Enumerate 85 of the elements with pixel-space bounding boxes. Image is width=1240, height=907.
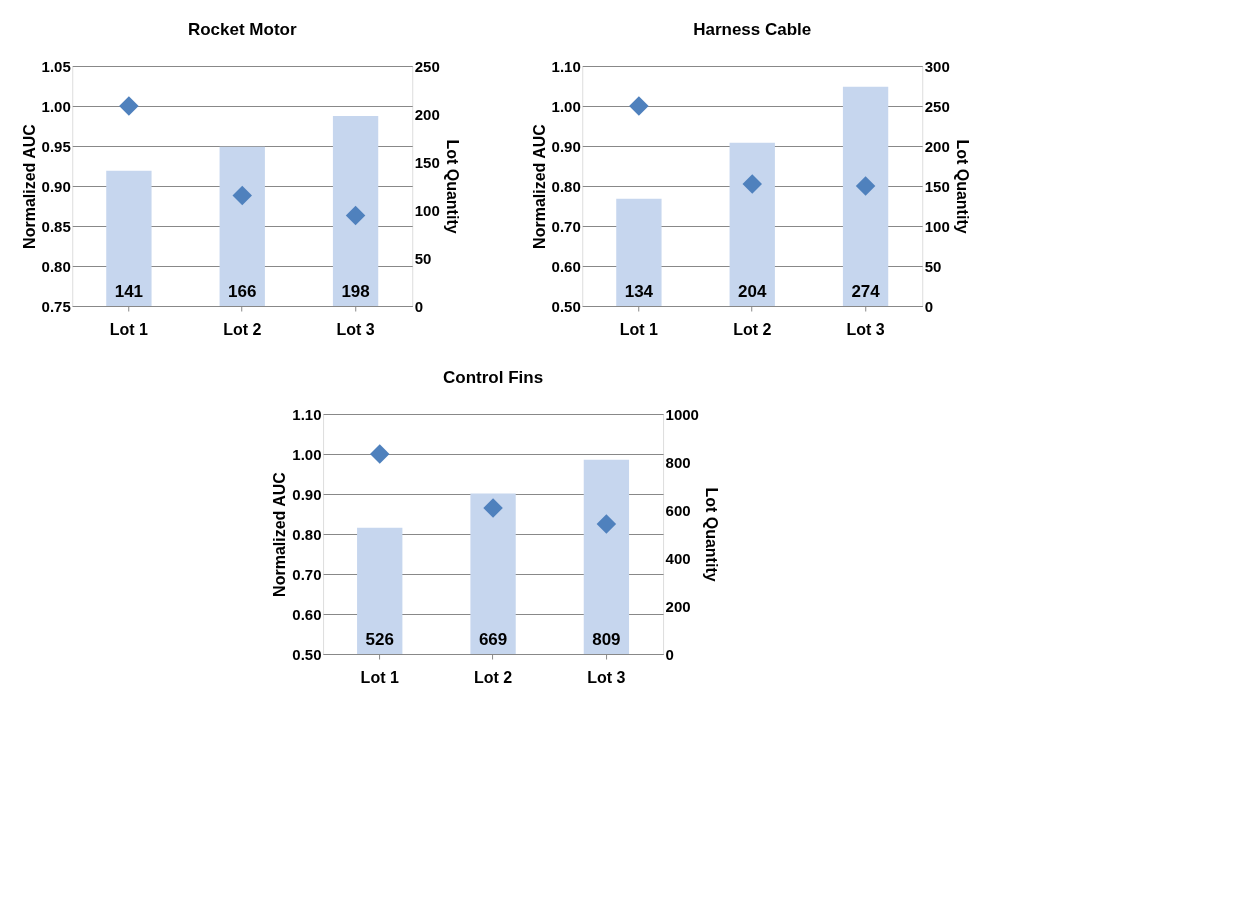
y-tick-label: 0.90 <box>551 137 581 155</box>
point <box>742 174 762 194</box>
point <box>855 176 876 196</box>
y-tick-label: 0.95 <box>41 137 71 155</box>
point <box>119 96 139 116</box>
y-tick-label: 0.70 <box>551 217 581 235</box>
chart-title: Control Fins <box>443 368 544 387</box>
bar <box>616 198 662 306</box>
y-tick-label: 0.60 <box>551 257 581 275</box>
bar <box>219 146 265 306</box>
bar <box>470 493 516 654</box>
data-label: 204 <box>738 282 767 301</box>
y-tick-label: 0.85 <box>41 217 71 235</box>
bar <box>106 170 152 306</box>
y-tick-label: 1.00 <box>551 97 581 115</box>
y-tick-label: 1.10 <box>551 57 581 75</box>
x-tick-label: Lot 3 <box>587 668 626 686</box>
bar <box>332 115 379 306</box>
y-tick-label: 1.00 <box>292 445 322 463</box>
y2-tick-label: 300 <box>924 57 950 75</box>
data-label: 809 <box>592 630 621 649</box>
y-axis-title: Normalized AUC <box>530 123 548 249</box>
data-label: 198 <box>341 282 370 301</box>
data-label: 669 <box>478 630 508 649</box>
y-tick-label: 0.50 <box>292 645 322 663</box>
point <box>232 185 252 206</box>
y2-tick-label: 50 <box>924 257 942 275</box>
bar <box>729 142 775 306</box>
x-tick-label: Lot 1 <box>109 320 149 338</box>
point <box>596 514 617 534</box>
y-tick-label: 0.80 <box>292 525 322 543</box>
x-tick-label: Lot 1 <box>360 668 399 686</box>
y-tick-label: 0.80 <box>41 257 71 275</box>
y-tick-label: 1.10 <box>292 405 322 423</box>
y2-tick-label: 100 <box>414 201 440 219</box>
y2-tick-label: 0 <box>414 297 424 315</box>
y-tick-label: 1.05 <box>41 57 71 75</box>
y2-tick-label: 150 <box>924 177 950 195</box>
y2-tick-label: 200 <box>665 597 691 615</box>
y2-axis-title: Lot Quantity <box>702 487 720 582</box>
point <box>345 205 366 226</box>
y2-tick-label: 250 <box>414 57 440 75</box>
point <box>369 444 390 464</box>
data-label: 134 <box>624 282 654 301</box>
y2-axis-title: Lot Quantity <box>953 139 971 234</box>
y-tick-label: 0.60 <box>292 605 322 623</box>
y2-tick-label: 50 <box>414 249 432 267</box>
y-tick-label: 1.00 <box>41 97 71 115</box>
y2-tick-label: 800 <box>665 453 691 471</box>
y2-tick-label: 200 <box>414 105 440 123</box>
x-tick-label: Lot 3 <box>336 320 375 338</box>
data-label: 274 <box>851 282 881 301</box>
x-tick-label: Lot 1 <box>619 320 659 338</box>
y-axis-title: Normalized AUC <box>20 123 38 249</box>
chart-title: Harness Cable <box>693 20 812 39</box>
data-label: 526 <box>365 630 394 649</box>
y2-tick-label: 1000 <box>665 405 699 423</box>
y2-tick-label: 100 <box>924 217 950 235</box>
y-axis-title: Normalized AUC <box>271 471 289 597</box>
y2-tick-label: 250 <box>924 97 950 115</box>
y2-tick-label: 0 <box>924 297 934 315</box>
y2-tick-label: 200 <box>924 137 950 155</box>
y-tick-label: 0.90 <box>292 485 322 503</box>
point <box>629 96 649 116</box>
chart-title: Rocket Motor <box>187 20 297 39</box>
y2-axis-title: Lot Quantity <box>443 139 461 234</box>
y-tick-label: 0.90 <box>41 177 71 195</box>
point <box>483 498 503 518</box>
bar <box>842 86 889 306</box>
x-tick-label: Lot 2 <box>223 320 262 338</box>
y2-tick-label: 400 <box>665 549 691 567</box>
y-tick-label: 0.75 <box>41 297 71 315</box>
bar <box>357 527 403 654</box>
x-tick-label: Lot 2 <box>733 320 772 338</box>
y-tick-label: 0.70 <box>292 565 322 583</box>
y2-tick-label: 150 <box>414 153 440 171</box>
data-label: 166 <box>228 282 257 301</box>
x-tick-label: Lot 2 <box>473 668 513 686</box>
x-tick-label: Lot 3 <box>846 320 885 338</box>
y2-tick-label: 0 <box>665 645 674 663</box>
data-label: 141 <box>114 282 144 301</box>
y-tick-label: 0.50 <box>551 297 581 315</box>
y-tick-label: 0.80 <box>551 177 581 195</box>
bar <box>583 459 630 654</box>
y2-tick-label: 600 <box>665 501 691 519</box>
